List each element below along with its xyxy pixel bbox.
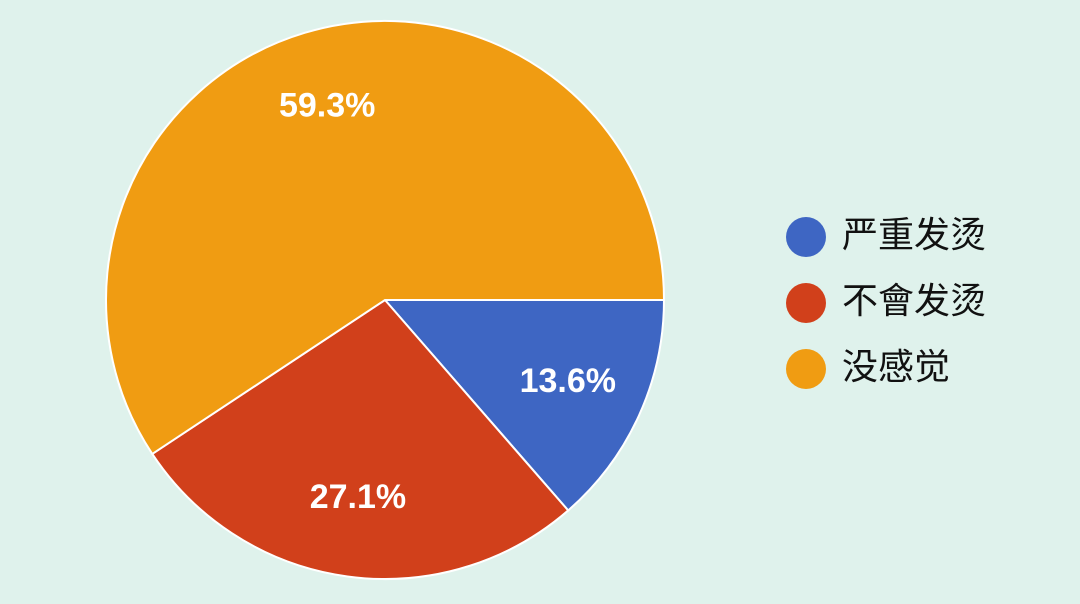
legend-swatch — [786, 217, 826, 257]
pie-slice — [105, 20, 666, 456]
pie-slice — [150, 298, 570, 580]
legend-label: 严重发烫 — [842, 215, 986, 256]
legend-label: 不會发烫 — [842, 281, 986, 322]
value-label: 59.3% — [279, 87, 375, 125]
legend-label: 没感觉 — [842, 347, 950, 388]
legend-swatch — [786, 349, 826, 389]
value-label: 27.1% — [310, 478, 406, 516]
pie-slice — [382, 299, 666, 512]
legend-swatch — [786, 283, 826, 323]
value-label: 13.6% — [520, 362, 616, 400]
